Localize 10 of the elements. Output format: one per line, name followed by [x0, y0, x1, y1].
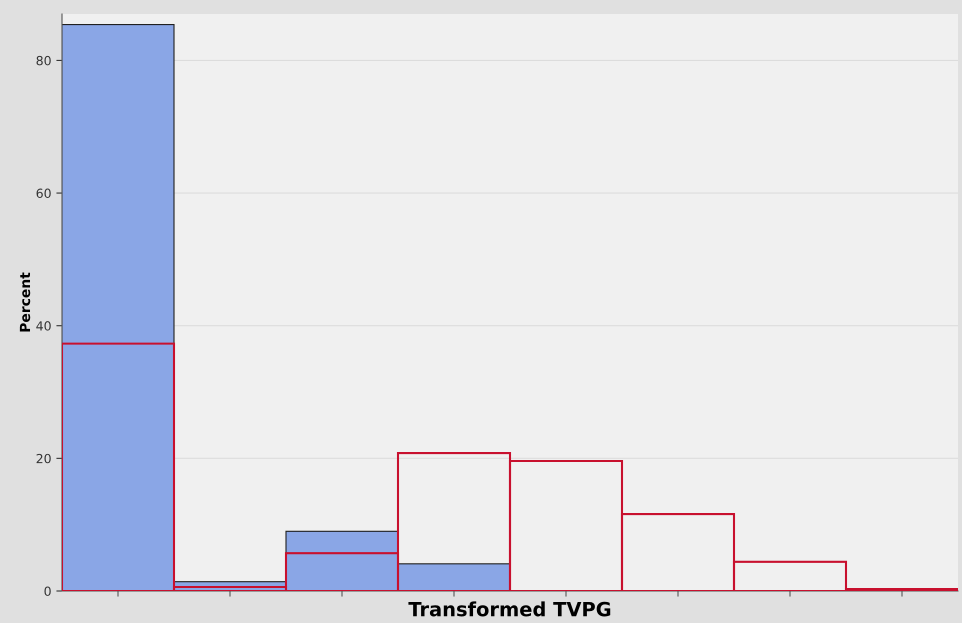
y-tick-label: 20: [36, 454, 51, 464]
bar: [285, 530, 399, 591]
bar: [397, 563, 511, 591]
y-tick-label: 0: [44, 586, 51, 596]
bar: [62, 24, 175, 591]
y-tick-label: 80: [36, 56, 51, 66]
x-axis-title: Transformed TVPG: [408, 601, 610, 616]
y-tick-label: 40: [36, 321, 51, 331]
y-tick-label: 60: [36, 188, 51, 198]
y-axis-title: Percent: [20, 272, 30, 332]
